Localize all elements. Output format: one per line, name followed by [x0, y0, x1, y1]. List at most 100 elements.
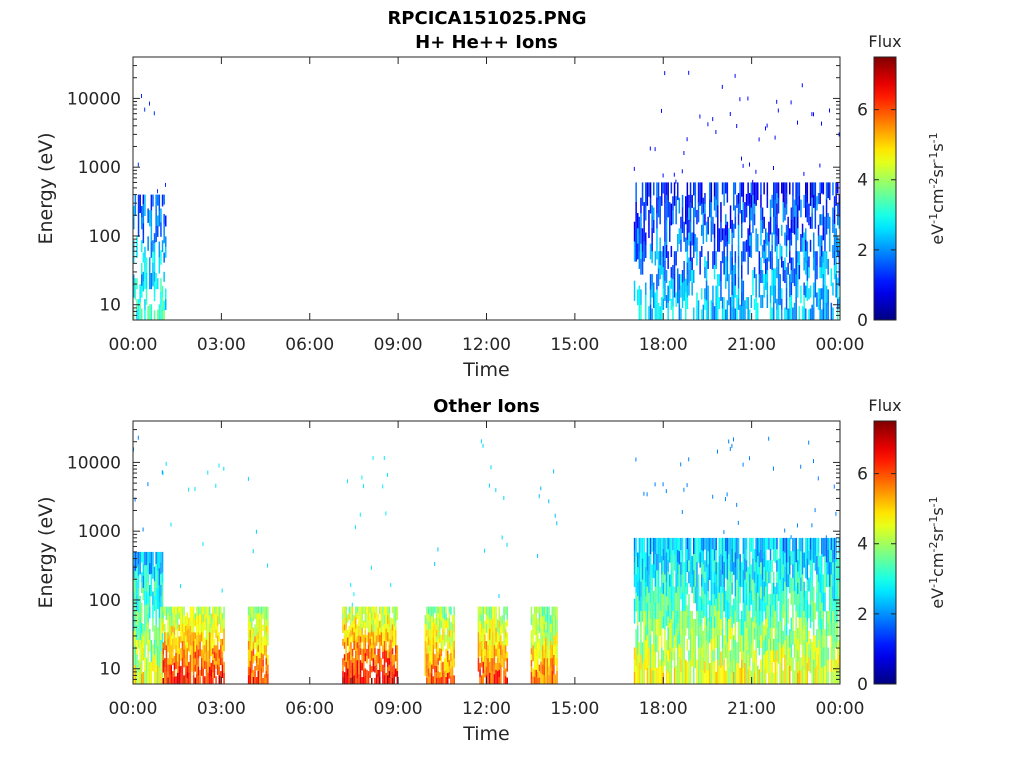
flux-cell: [133, 591, 135, 606]
flux-cell: [734, 205, 737, 218]
flux-cell: [374, 618, 376, 625]
flux-cell: [782, 564, 785, 579]
flux-cell: [546, 671, 549, 685]
flux-cell: [744, 300, 746, 321]
flux-cell: [720, 537, 722, 555]
flux-cell: [255, 627, 258, 636]
flux-cell: [495, 641, 497, 650]
flux-speckle: [673, 172, 675, 177]
flux-cell: [832, 647, 834, 661]
flux-cell: [774, 635, 777, 661]
flux-cell: [532, 637, 534, 646]
flux-cell: [686, 582, 689, 595]
flux-cell: [161, 572, 164, 583]
flux-cell: [160, 222, 162, 237]
flux-cell: [721, 592, 724, 612]
flux-cell: [482, 672, 484, 685]
flux-cell: [739, 667, 741, 685]
flux-cell: [744, 621, 746, 643]
flux-cell: [686, 239, 689, 252]
flux-cell: [170, 645, 172, 656]
flux-cell: [734, 308, 737, 321]
flux-cell: [172, 651, 174, 659]
flux-cell: [477, 645, 480, 659]
flux-cell: [787, 550, 789, 563]
flux-speckle: [207, 470, 209, 475]
flux-cell: [760, 182, 762, 196]
flux-cell: [136, 625, 138, 641]
flux-cell: [170, 626, 172, 637]
flux-cell: [654, 635, 657, 652]
flux-cell: [173, 641, 176, 650]
flux-cell: [696, 306, 698, 321]
flux-cell: [750, 577, 753, 592]
flux-cell: [654, 667, 657, 685]
flux-cell: [643, 659, 645, 685]
flux-cell: [223, 628, 225, 641]
flux-cell: [153, 625, 156, 641]
flux-cell: [426, 660, 428, 667]
flux-cell: [427, 622, 430, 631]
flux-cell: [356, 606, 359, 614]
flux-cell: [809, 239, 812, 252]
flux-cell: [136, 551, 138, 568]
flux-cell: [669, 280, 671, 301]
flux-cell: [437, 671, 439, 678]
flux-cell: [728, 537, 730, 555]
flux-cell: [737, 277, 740, 289]
flux-cell: [723, 562, 725, 588]
flux-cell: [814, 537, 817, 555]
flux-cell: [371, 648, 373, 655]
flux-cell: [657, 554, 660, 571]
flux-cell: [356, 642, 359, 649]
flux-cell: [640, 258, 642, 275]
flux-cell: [832, 610, 834, 624]
flux-cell: [683, 221, 685, 242]
flux-cell: [718, 239, 721, 252]
flux-cell: [790, 630, 793, 645]
flux-cell: [697, 537, 700, 551]
flux-cell: [710, 616, 713, 629]
flux-cell: [490, 658, 492, 672]
flux-cell: [220, 613, 222, 620]
flux-cell: [707, 591, 709, 605]
flux-cell: [809, 594, 812, 606]
flux-cell: [533, 669, 536, 678]
flux-cell: [835, 598, 837, 612]
flux-cell: [774, 537, 777, 563]
flux-cell: [803, 295, 805, 308]
flux-cell: [484, 662, 486, 671]
flux-cell: [530, 618, 533, 625]
flux-cell: [343, 642, 346, 649]
flux-cell: [701, 562, 703, 575]
flux-cell: [364, 606, 367, 615]
flux-cell: [653, 295, 655, 308]
flux-cell: [677, 598, 679, 612]
flux-cell: [348, 613, 351, 620]
flux-speckle: [773, 466, 774, 471]
flux-cell: [383, 632, 386, 642]
flux-cell: [667, 639, 669, 651]
flux-cell: [367, 645, 370, 659]
flux-cell: [194, 613, 196, 620]
flux-cell: [691, 257, 693, 271]
flux-cell: [782, 644, 785, 658]
flux-cell: [252, 669, 255, 678]
flux-cell: [773, 182, 775, 201]
flux-cell: [760, 562, 762, 575]
flux-cell: [750, 182, 753, 196]
flux-cell: [488, 628, 491, 641]
flux-cell: [824, 216, 826, 235]
flux-cell: [133, 644, 135, 659]
flux-cell: [832, 207, 834, 221]
flux-cell: [731, 605, 733, 617]
flux-cell: [391, 630, 394, 637]
flux-cell: [838, 552, 841, 568]
flux-cell: [757, 556, 759, 575]
flux-cell: [205, 639, 208, 652]
flux-cell: [260, 653, 263, 662]
flux-cell: [805, 591, 807, 605]
flux-cell: [784, 257, 786, 271]
flux-cell: [153, 581, 156, 597]
flux-cell: [144, 257, 146, 269]
